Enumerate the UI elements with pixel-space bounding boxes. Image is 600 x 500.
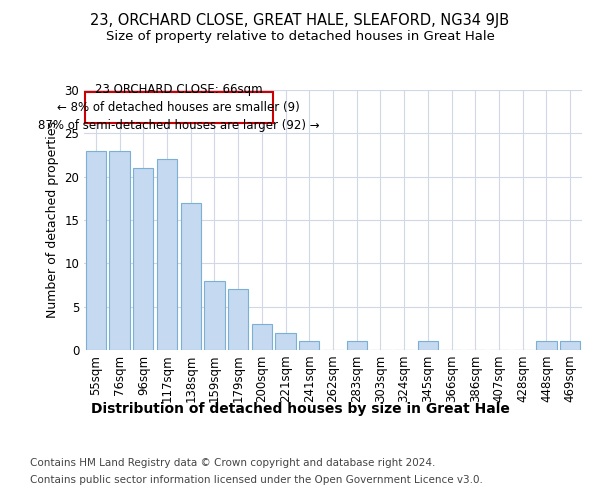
- Bar: [205, 280, 224, 350]
- Bar: [157, 160, 177, 350]
- Y-axis label: Number of detached properties: Number of detached properties: [46, 122, 59, 318]
- Bar: [252, 324, 272, 350]
- Text: Contains HM Land Registry data © Crown copyright and database right 2024.: Contains HM Land Registry data © Crown c…: [30, 458, 436, 468]
- Text: 23, ORCHARD CLOSE, GREAT HALE, SLEAFORD, NG34 9JB: 23, ORCHARD CLOSE, GREAT HALE, SLEAFORD,…: [91, 12, 509, 28]
- Text: Size of property relative to detached houses in Great Hale: Size of property relative to detached ho…: [106, 30, 494, 43]
- Text: Distribution of detached houses by size in Great Hale: Distribution of detached houses by size …: [91, 402, 509, 416]
- Bar: [560, 342, 580, 350]
- Text: Contains public sector information licensed under the Open Government Licence v3: Contains public sector information licen…: [30, 475, 483, 485]
- Bar: [86, 150, 106, 350]
- Bar: [228, 290, 248, 350]
- Bar: [181, 202, 201, 350]
- Bar: [347, 342, 367, 350]
- Bar: [418, 342, 438, 350]
- Bar: [536, 342, 557, 350]
- Bar: [133, 168, 154, 350]
- Bar: [109, 150, 130, 350]
- Text: 23 ORCHARD CLOSE: 66sqm
← 8% of detached houses are smaller (9)
87% of semi-deta: 23 ORCHARD CLOSE: 66sqm ← 8% of detached…: [38, 83, 320, 132]
- FancyBboxPatch shape: [85, 92, 272, 123]
- Bar: [299, 342, 319, 350]
- Bar: [275, 332, 296, 350]
